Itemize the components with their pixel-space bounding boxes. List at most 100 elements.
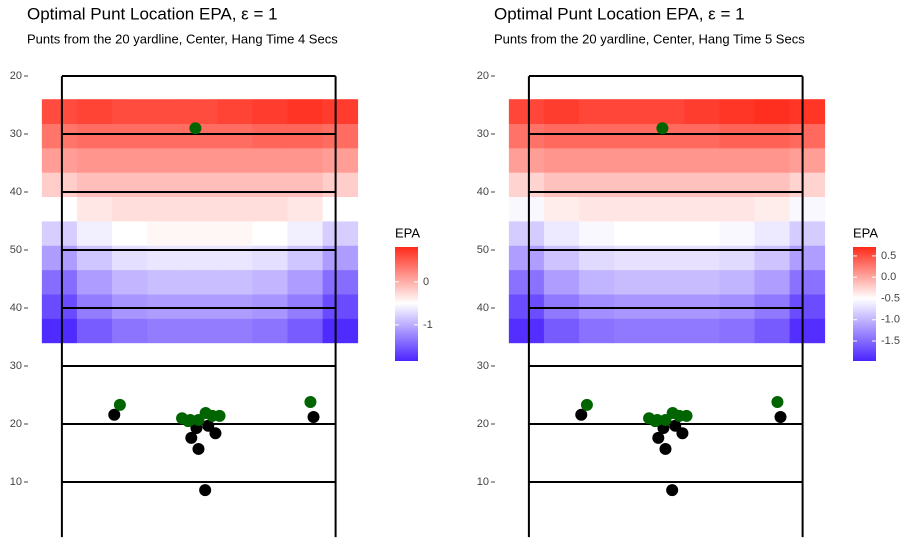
heat-cell: [182, 221, 218, 246]
heat-cell: [112, 269, 148, 295]
heat-cell: [543, 294, 580, 319]
heat-cell: [287, 123, 324, 149]
heat-cell: [754, 221, 791, 246]
heat-cell: [684, 269, 720, 295]
heat-cell: [41, 294, 78, 319]
heat-cell: [182, 172, 218, 198]
heat-cell: [543, 99, 580, 124]
heat-cell: [754, 123, 791, 149]
heat-cell: [76, 196, 113, 222]
heat-cell: [41, 221, 78, 246]
punt-point: [189, 122, 202, 135]
heat-cell: [684, 147, 720, 173]
punt-point: [202, 419, 215, 432]
heat-cell: [182, 99, 218, 124]
heat-cell: [789, 99, 826, 124]
heat-cell: [508, 99, 545, 124]
y-tick-label: 20: [10, 70, 22, 82]
punt-point: [669, 419, 682, 432]
heat-cell: [112, 172, 148, 198]
y-tick-label: 30: [10, 128, 22, 140]
heat-cell: [217, 172, 253, 198]
punt-point: [666, 484, 679, 497]
heat-cell: [614, 147, 650, 173]
heat-cell: [252, 318, 288, 344]
heat-cell: [41, 196, 78, 222]
heat-cell: [719, 318, 755, 344]
heat-cell: [147, 221, 183, 246]
heat-cell: [147, 147, 183, 173]
heat-cell: [754, 318, 791, 344]
heat-cell: [789, 196, 826, 222]
heat-cell: [579, 147, 615, 173]
punt-point: [771, 395, 784, 408]
heat-cell: [579, 99, 615, 124]
heat-cell: [614, 269, 650, 295]
heat-cell: [579, 221, 615, 246]
punt-point: [580, 398, 593, 411]
heat-cell: [322, 221, 359, 246]
heat-cell: [322, 147, 359, 173]
punt-point: [649, 415, 662, 428]
y-tick-label: 40: [477, 302, 489, 314]
punt-point: [575, 408, 588, 421]
heat-cell: [508, 123, 545, 149]
heat-cell: [147, 172, 183, 198]
y-tick-label: 20: [477, 70, 489, 82]
heat-cell: [789, 318, 826, 344]
heat-cell: [719, 294, 755, 319]
heat-cell: [147, 294, 183, 319]
heat-cell: [789, 294, 826, 319]
heat-cell: [579, 269, 615, 295]
heat-cell: [543, 147, 580, 173]
legend-title: EPA: [395, 225, 420, 240]
heat-cell: [287, 318, 324, 344]
colorbar: [853, 247, 876, 361]
heat-cell: [543, 221, 580, 246]
heat-cell: [217, 123, 253, 149]
heat-cell: [649, 99, 685, 124]
heat-cell: [649, 269, 685, 295]
punt-point: [304, 395, 317, 408]
heat-cell: [719, 123, 755, 149]
heat-cell: [252, 221, 288, 246]
y-tick-label: 20: [477, 418, 489, 430]
colorbar-tick-label: 0.0: [881, 271, 896, 283]
heat-cell: [217, 99, 253, 124]
heat-cell: [41, 147, 78, 173]
punt-point: [199, 484, 212, 497]
heat-cell: [684, 318, 720, 344]
heat-cell: [76, 123, 113, 149]
punt-point: [656, 122, 669, 135]
heat-cell: [287, 269, 324, 295]
heat-cell: [684, 294, 720, 319]
heat-cell: [252, 147, 288, 173]
y-tick-label: 10: [10, 476, 22, 488]
heat-cell: [76, 294, 113, 319]
heat-cell: [182, 269, 218, 295]
heat-cell: [147, 196, 183, 222]
heat-cell: [754, 147, 791, 173]
chart-subtitle: Punts from the 20 yardline, Center, Hang…: [494, 31, 805, 46]
heat-cell: [182, 147, 218, 173]
colorbar-tick-label: 0.5: [881, 250, 896, 262]
y-tick-label: 40: [477, 186, 489, 198]
y-tick-label: 30: [477, 128, 489, 140]
heat-cell: [579, 123, 615, 149]
heat-cell: [76, 221, 113, 246]
punt-point: [213, 409, 226, 422]
y-tick-label: 40: [10, 186, 22, 198]
punt-point: [680, 409, 693, 422]
heat-cell: [719, 99, 755, 124]
heat-cell: [754, 99, 791, 124]
heat-cell: [76, 172, 113, 198]
heat-cell: [147, 269, 183, 295]
heat-cell: [322, 99, 359, 124]
heat-cell: [41, 172, 78, 198]
heat-cell: [252, 269, 288, 295]
colorbar-tick-label: -0.5: [881, 292, 900, 304]
heat-cell: [543, 318, 580, 344]
heat-cell: [76, 269, 113, 295]
heat-cell: [614, 294, 650, 319]
